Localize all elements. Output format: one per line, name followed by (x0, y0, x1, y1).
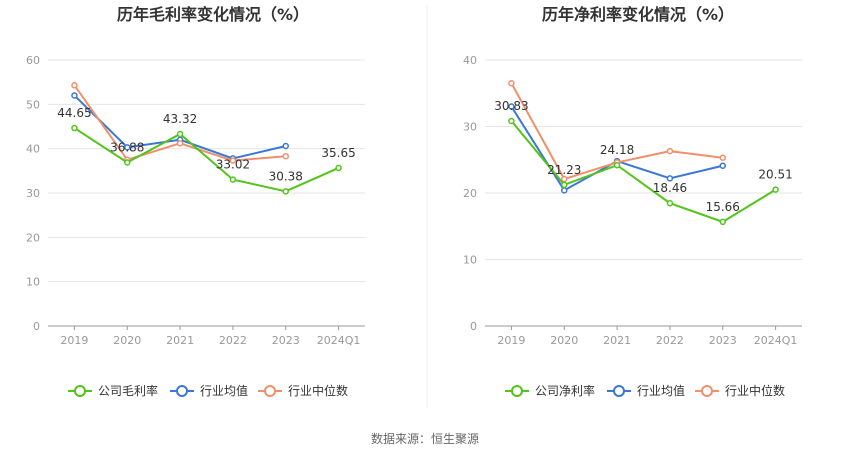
data-point-industry_median (282, 152, 289, 160)
x-tick-label: 2020 (550, 334, 578, 347)
chart-title: 历年毛利率变化情况（%） (117, 5, 309, 24)
data-point-industry_avg (282, 142, 289, 150)
y-tick-label: 40 (26, 143, 40, 156)
y-tick-label: 60 (26, 54, 40, 67)
legend-item-industry_avg: 行业均值 (170, 383, 248, 398)
data-point-industry_avg (508, 103, 515, 110)
data-point-company (666, 199, 674, 207)
x-tick-label: 2021 (603, 334, 631, 347)
data-label: 30.38 (269, 169, 303, 183)
x-tick-label: 2019 (497, 334, 525, 347)
data-point-industry_median (71, 82, 78, 89)
y-tick-label: 10 (26, 276, 40, 289)
data-point-company (176, 130, 184, 138)
y-tick-label: 30 (26, 187, 40, 200)
legend-item-company: 公司净利率 (505, 383, 595, 398)
data-point-company (71, 124, 78, 132)
legend-item-industry_median: 行业中位数 (258, 383, 348, 398)
data-point-company (124, 159, 131, 166)
data-point-industry_avg (561, 187, 568, 194)
data-label: 18.46 (653, 181, 687, 195)
data-point-company (229, 176, 237, 183)
data-point-company (772, 186, 779, 193)
legend-marker-icon (74, 385, 86, 397)
data-label: 35.65 (321, 146, 355, 160)
legend-item-industry_avg: 行业均值 (607, 383, 685, 398)
legend-label: 行业中位数 (725, 383, 785, 398)
legend-marker-icon (176, 385, 188, 397)
data-point-industry_median (666, 147, 674, 155)
legend-marker-icon (613, 385, 625, 397)
y-tick-label: 0 (470, 320, 477, 333)
data-point-industry_median (176, 140, 184, 147)
y-tick-label: 20 (26, 231, 40, 244)
data-label: 21.23 (547, 163, 581, 177)
data-point-company (613, 161, 621, 169)
data-point-company (282, 188, 289, 195)
data-point-company (719, 218, 726, 226)
data-source-note: 数据来源：恒生聚源 (371, 431, 479, 446)
x-tick-label: 2019 (60, 334, 88, 347)
x-tick-label: 2024Q1 (317, 334, 361, 347)
data-label: 24.18 (600, 143, 634, 157)
legend-marker-icon (511, 385, 523, 397)
gross-margin-chart: 历年毛利率变化情况（%） 0 10 20 30 40 50 60 2019 2020 2021 202… (26, 5, 365, 398)
y-tick-label: 30 (463, 121, 477, 134)
legend-item-industry_median: 行业中位数 (695, 383, 785, 398)
x-tick-label: 2021 (166, 334, 194, 347)
data-label: 36.88 (110, 140, 144, 154)
x-tick-label: 2023 (272, 334, 300, 347)
data-label: 20.51 (758, 168, 792, 182)
data-point-industry_avg (124, 144, 131, 151)
legend-label: 公司净利率 (535, 383, 595, 398)
data-label: 15.66 (706, 200, 740, 214)
data-point-industry_avg (71, 92, 78, 99)
series-line-company (510, 120, 777, 223)
chart-title: 历年净利率变化情况（%） (542, 5, 734, 24)
data-point-company (561, 181, 568, 189)
data-point-company (508, 117, 515, 125)
y-tick-label: 10 (463, 254, 477, 267)
data-point-industry_median (719, 154, 726, 162)
data-point-industry_avg (719, 162, 726, 169)
data-label: 30.83 (494, 99, 528, 113)
x-tick-label: 2024Q1 (754, 334, 798, 347)
data-point-industry_median (561, 175, 568, 183)
net-margin-chart: 历年净利率变化情况（%） 0 10 20 30 40 2019 2020 2021 2022 202… (463, 5, 802, 398)
legend-marker-icon (264, 385, 276, 397)
legend-item-company: 公司毛利率 (68, 383, 158, 398)
y-tick-label: 50 (26, 98, 40, 111)
data-label: 33.02 (216, 158, 250, 172)
y-tick-label: 40 (463, 54, 477, 67)
data-label: 43.32 (163, 112, 197, 126)
x-tick-label: 2022 (656, 334, 684, 347)
x-tick-label: 2022 (219, 334, 247, 347)
data-label: 44.65 (57, 106, 91, 120)
legend-label: 行业中位数 (288, 383, 348, 398)
series-line-company (73, 127, 339, 193)
legend-label: 公司毛利率 (98, 383, 158, 398)
data-point-industry_median (508, 80, 515, 87)
y-tick-label: 0 (33, 320, 40, 333)
data-point-industry_median (229, 157, 237, 164)
legend-label: 行业均值 (200, 383, 248, 398)
y-tick-label: 20 (463, 187, 477, 200)
data-point-company (335, 164, 342, 172)
x-tick-label: 2020 (113, 334, 141, 347)
x-tick-label: 2023 (709, 334, 737, 347)
legend-label: 行业均值 (637, 383, 685, 398)
legend-marker-icon (701, 385, 713, 397)
data-point-industry_avg (666, 175, 674, 182)
